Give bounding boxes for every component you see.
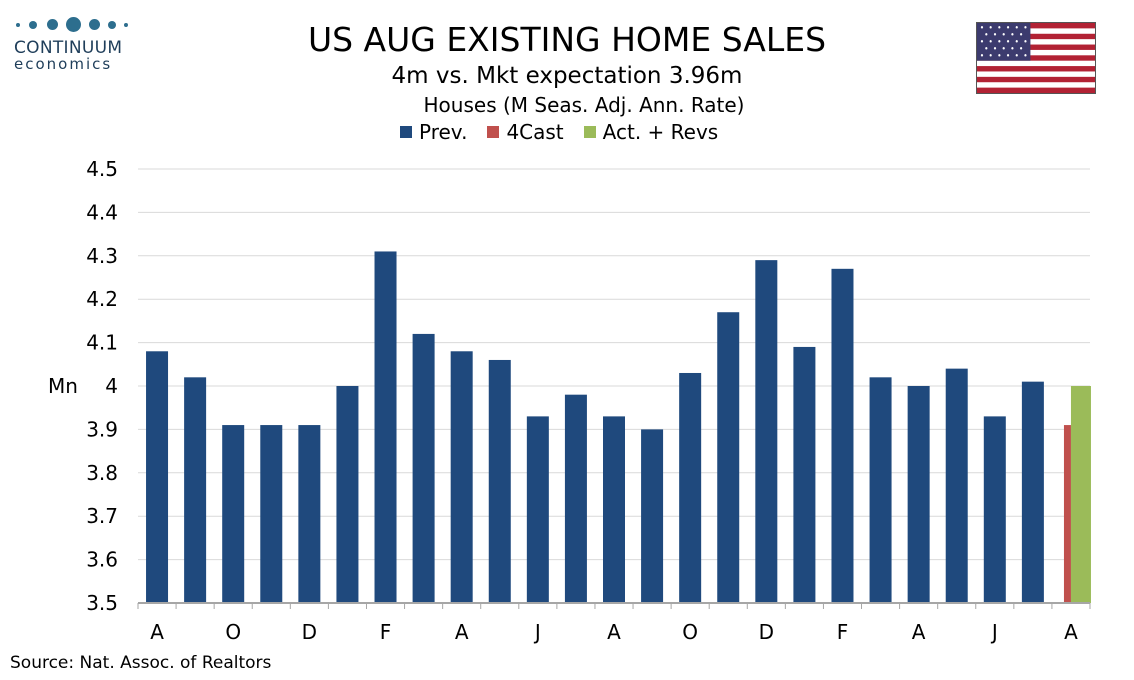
logo-line2: economics (14, 55, 113, 73)
y-tick-label: 4.3 (86, 244, 118, 268)
bar-prev (907, 386, 930, 603)
x-tick-label: F (380, 620, 392, 644)
bar-prev (945, 368, 968, 603)
y-tick-label: 3.9 (86, 417, 118, 441)
bar-prev (488, 359, 511, 603)
bar-4cast (1063, 425, 1071, 603)
bar-prev (336, 386, 359, 603)
y-tick-label: 4.5 (86, 157, 118, 181)
bar-prev (526, 416, 549, 603)
x-tick-label: A (607, 620, 621, 644)
bar-prev (374, 251, 397, 603)
bar-prev (755, 260, 778, 603)
legend-item-actual: Act. + Revs (583, 120, 719, 144)
bar-prev (793, 346, 816, 603)
y-tick-label: 3.8 (86, 461, 118, 485)
bar-prev (450, 351, 473, 603)
x-tick-label: D (302, 620, 317, 644)
bar-prev (184, 377, 207, 603)
y-tick-label: 4.1 (86, 331, 118, 355)
y-tick-label: 4 (105, 374, 118, 398)
chart-units: Houses (M Seas. Adj. Ann. Rate) (423, 93, 745, 117)
bar-prev (603, 416, 625, 603)
x-tick-label: O (682, 620, 698, 644)
bar-prev (717, 312, 740, 603)
bar-prev (831, 268, 854, 603)
bar-actual (1070, 386, 1091, 603)
x-tick-label: A (1064, 620, 1078, 644)
bar-prev (412, 333, 435, 603)
chart-title: US AUG EXISTING HOME SALES (307, 20, 827, 59)
bar-prev (641, 429, 664, 603)
legend-label-4cast: 4Cast (506, 120, 564, 144)
legend-label-prev: Prev. (419, 120, 468, 144)
bar-prev (146, 351, 169, 603)
bar-prev (222, 425, 245, 603)
bar-prev (679, 372, 702, 603)
x-tick-label: A (912, 620, 926, 644)
y-tick-label: 4.4 (86, 200, 118, 224)
source-note: Source: Nat. Assoc. of Realtors (10, 653, 272, 673)
bar-prev (1021, 381, 1044, 603)
legend-swatch-prev (400, 126, 412, 138)
y-tick-label: 3.7 (86, 504, 118, 528)
us-flag-icon (976, 22, 1096, 94)
legend-swatch-actual (583, 126, 596, 138)
chart-subtitle: 4m vs. Mkt expectation 3.96m (391, 63, 743, 89)
bar-prev (298, 425, 321, 603)
x-tick-label: J (533, 620, 541, 644)
y-tick-label: 4.2 (86, 287, 118, 311)
x-tick-label: A (455, 620, 469, 644)
legend-label-actual: Act. + Revs (602, 120, 719, 144)
y-axis-label: Mn (48, 374, 78, 398)
y-tick-label: 3.5 (86, 591, 118, 615)
x-tick-label: D (759, 620, 774, 644)
x-tick-label: F (837, 620, 849, 644)
legend-item-prev: Prev. (400, 120, 467, 144)
legend-swatch-4cast (487, 126, 500, 138)
bar-prev (983, 416, 1006, 603)
legend-item-4cast: 4Cast (487, 120, 564, 144)
continuum-logo: CONTINUUM economics (14, 14, 134, 73)
logo-dots-icon (14, 14, 134, 36)
x-tick-label: O (225, 620, 241, 644)
x-tick-label: A (150, 620, 164, 644)
bar-prev (260, 425, 283, 603)
legend: Prev. 4Cast Act. + Revs (400, 119, 738, 145)
bar-prev (869, 377, 892, 603)
y-tick-label: 3.6 (86, 548, 118, 572)
logo-line1: CONTINUUM (14, 38, 123, 58)
bar-prev (564, 394, 587, 603)
x-tick-label: J (990, 620, 998, 644)
